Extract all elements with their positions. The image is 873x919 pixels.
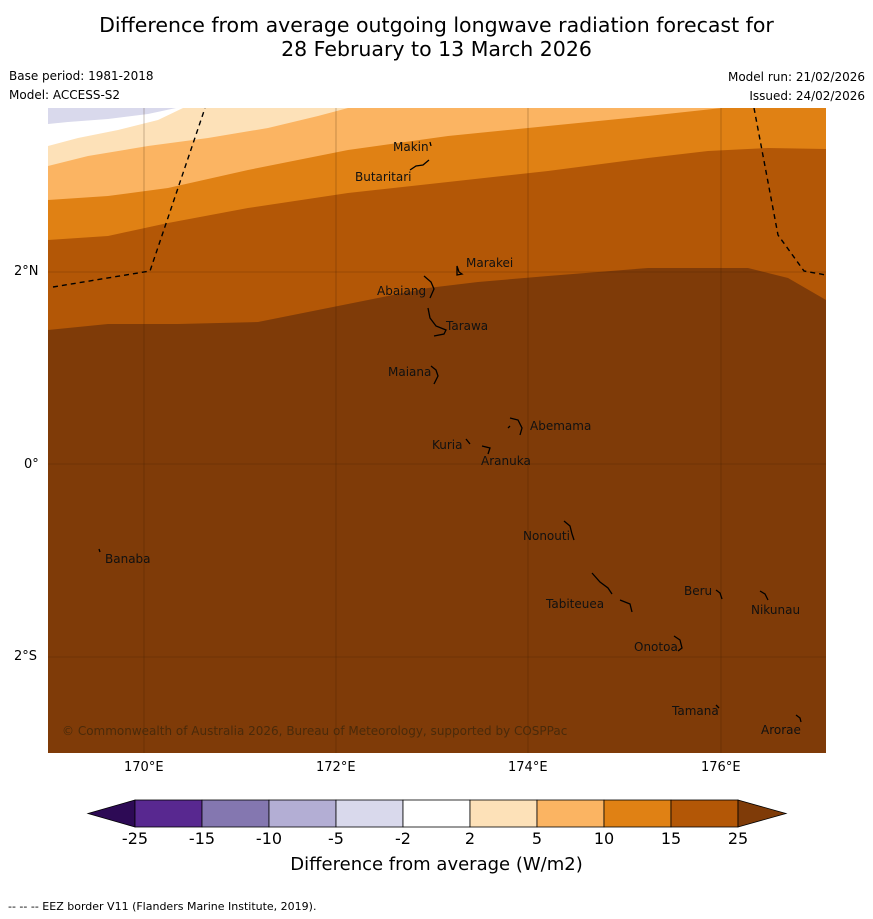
- colorbar-cell--15-to--10: [201, 799, 270, 828]
- lon-label-170e: 170°E: [124, 760, 164, 775]
- colorbar-tick--10: -10: [255, 829, 283, 848]
- place-label-beru: Beru: [684, 584, 712, 598]
- place-label-butaritari: Butaritari: [355, 170, 412, 184]
- issued-label: Issued: 24/02/2026: [749, 89, 865, 103]
- colorbar-tick--5: -5: [328, 829, 344, 848]
- colorbar-cell--2-to-2: [402, 799, 471, 828]
- lon-label-174e: 174°E: [508, 760, 548, 775]
- lon-label-176e: 176°E: [701, 760, 741, 775]
- colorbar-extend-low: [86, 799, 136, 828]
- colorbar-cell-2-to-5: [469, 799, 538, 828]
- place-label-maiana: Maiana: [388, 365, 431, 379]
- place-label-makin: Makin: [393, 140, 429, 154]
- colorbar-tick-15: 15: [660, 829, 682, 848]
- olr-anomaly-map: Makin Butaritari Marakei Abaiang Tarawa Maian…: [48, 108, 826, 753]
- colorbar-tick--2: -2: [395, 829, 411, 848]
- place-label-tamana: Tamana: [671, 704, 719, 718]
- base-period-label: Base period: 1981-2018: [9, 69, 154, 83]
- place-label-tabiteuea: Tabiteuea: [545, 597, 604, 611]
- lat-label-2n: 2°N: [14, 264, 39, 279]
- colorbar-tick-5: 5: [531, 829, 543, 848]
- place-labels: Makin Butaritari Marakei Abaiang Tarawa Maian…: [105, 140, 801, 737]
- chart-title-line2: 28 February to 13 March 2026: [281, 37, 592, 61]
- lat-label-2s: 2°S: [14, 649, 38, 664]
- place-label-banaba: Banaba: [105, 552, 151, 566]
- place-label-abemama: Abemama: [530, 419, 591, 433]
- chart-title-line1: Difference from average outgoing longwav…: [99, 13, 774, 37]
- place-label-arorae: Arorae: [761, 723, 801, 737]
- graticule: [48, 108, 826, 753]
- model-run-label: Model run: 21/02/2026: [727, 70, 865, 84]
- colorbar-extend-high: [737, 799, 788, 828]
- colorbar-cell-10-to-15: [603, 799, 672, 828]
- colorbar-tick-10: 10: [593, 829, 615, 848]
- place-label-aranuka: Aranuka: [481, 454, 531, 468]
- colorbar-tick-2: 2: [464, 829, 476, 848]
- colorbar-cell--10-to--5: [268, 799, 337, 828]
- island-outlines: [98, 141, 802, 723]
- lat-label-0: 0°: [24, 457, 39, 472]
- colorbar-title: Difference from average (W/m2): [290, 854, 583, 875]
- colorbar-cell-15-to-25: [670, 799, 739, 828]
- place-label-kuria: Kuria: [432, 438, 463, 452]
- colorbar-cell--5-to--2: [335, 799, 404, 828]
- place-label-tarawa: Tarawa: [445, 319, 488, 333]
- place-label-nikunau: Nikunau: [751, 603, 800, 617]
- copyright-notice: © Commonwealth of Australia 2026, Bureau…: [62, 724, 567, 738]
- eez-border: [52, 108, 826, 288]
- place-label-onotoa: Onotoa: [634, 640, 678, 654]
- lon-label-172e: 172°E: [316, 760, 356, 775]
- colorbar-cell-5-to-10: [536, 799, 605, 828]
- place-label-marakei: Marakei: [466, 256, 513, 270]
- colorbar-tick--15: -15: [188, 829, 216, 848]
- model-label: Model: ACCESS-S2: [9, 88, 121, 102]
- band-minus5-minus2: [48, 108, 176, 124]
- colorbar-cell--25-to--15: [134, 799, 203, 828]
- place-label-abaiang: Abaiang: [377, 284, 426, 298]
- colorbar-tick-25: 25: [727, 829, 749, 848]
- colorbar-tick--25: -25: [121, 829, 149, 848]
- place-label-nonouti: Nonouti: [523, 529, 570, 543]
- eez-footnote: -- -- -- EEZ border V11 (Flanders Marine…: [8, 900, 317, 913]
